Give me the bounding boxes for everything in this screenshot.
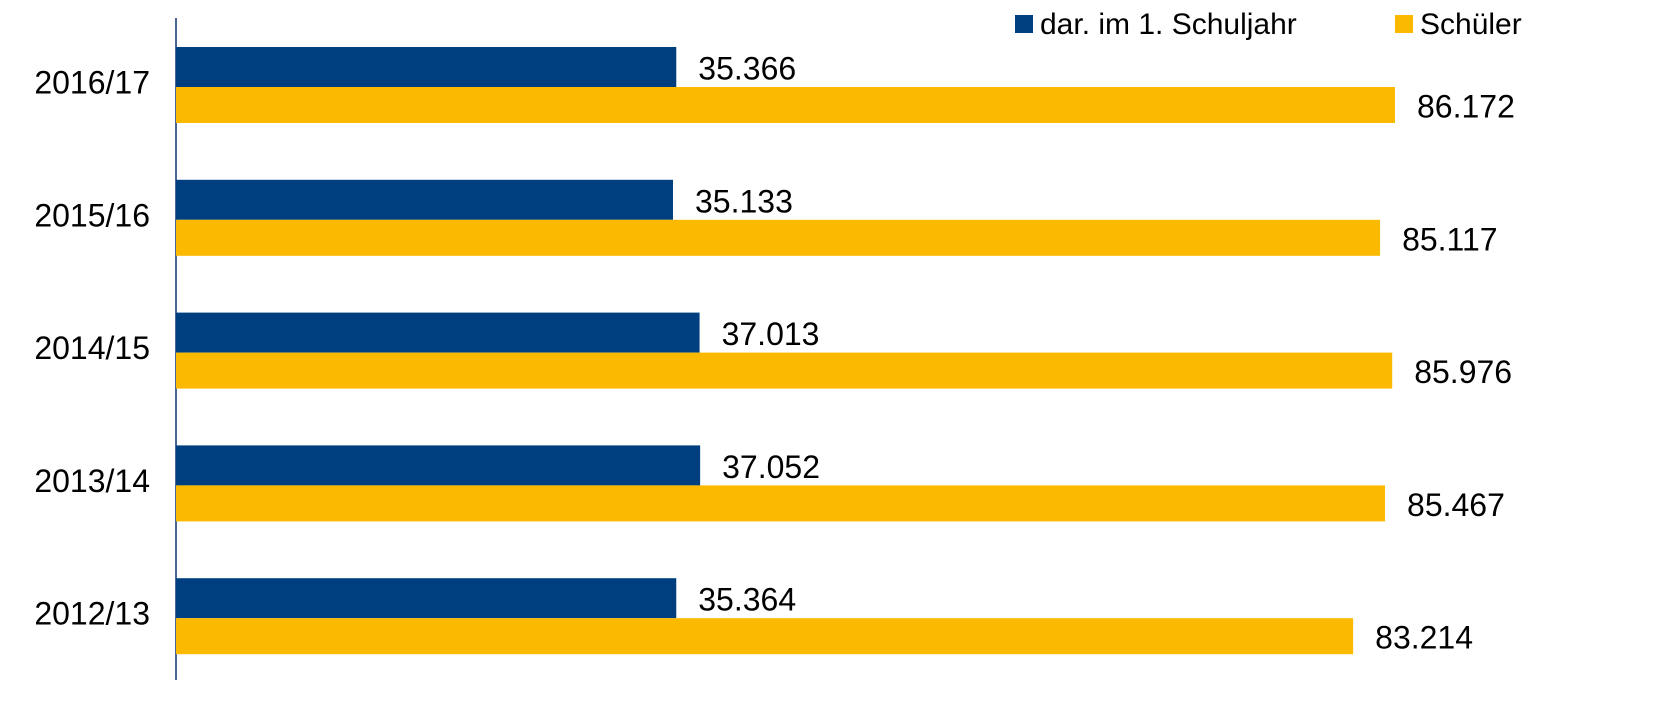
bar: [176, 47, 677, 87]
value-label: 85.976: [1414, 354, 1512, 390]
y-tick-label: 2013/14: [34, 463, 150, 499]
value-label: 35.364: [698, 582, 796, 618]
y-tick-label: 2014/15: [34, 330, 150, 366]
value-label: 37.052: [722, 449, 820, 485]
value-label: 86.172: [1417, 88, 1515, 124]
bar: [176, 87, 1395, 123]
value-label: 83.214: [1375, 620, 1473, 656]
value-label: 37.013: [722, 316, 820, 352]
legend-swatch: [1395, 15, 1413, 33]
bar: [176, 578, 677, 619]
legend-swatch: [1015, 15, 1033, 33]
y-tick-label: 2015/16: [34, 197, 150, 233]
bar: [176, 179, 673, 220]
bar: [176, 312, 700, 353]
value-label: 35.133: [695, 183, 793, 219]
bar: [176, 445, 701, 486]
legend-label: Schüler: [1420, 8, 1522, 41]
y-tick-label: 2016/17: [34, 64, 150, 100]
value-label: 85.467: [1407, 487, 1505, 523]
bar: [176, 618, 1354, 655]
value-label: 35.366: [698, 50, 796, 86]
bar: [176, 219, 1381, 256]
bar: [176, 485, 1386, 522]
y-tick-label: 2012/13: [34, 596, 150, 632]
legend-label: dar. im 1. Schuljahr: [1040, 8, 1297, 41]
value-label: 85.117: [1402, 221, 1498, 257]
bar: [176, 352, 1393, 389]
